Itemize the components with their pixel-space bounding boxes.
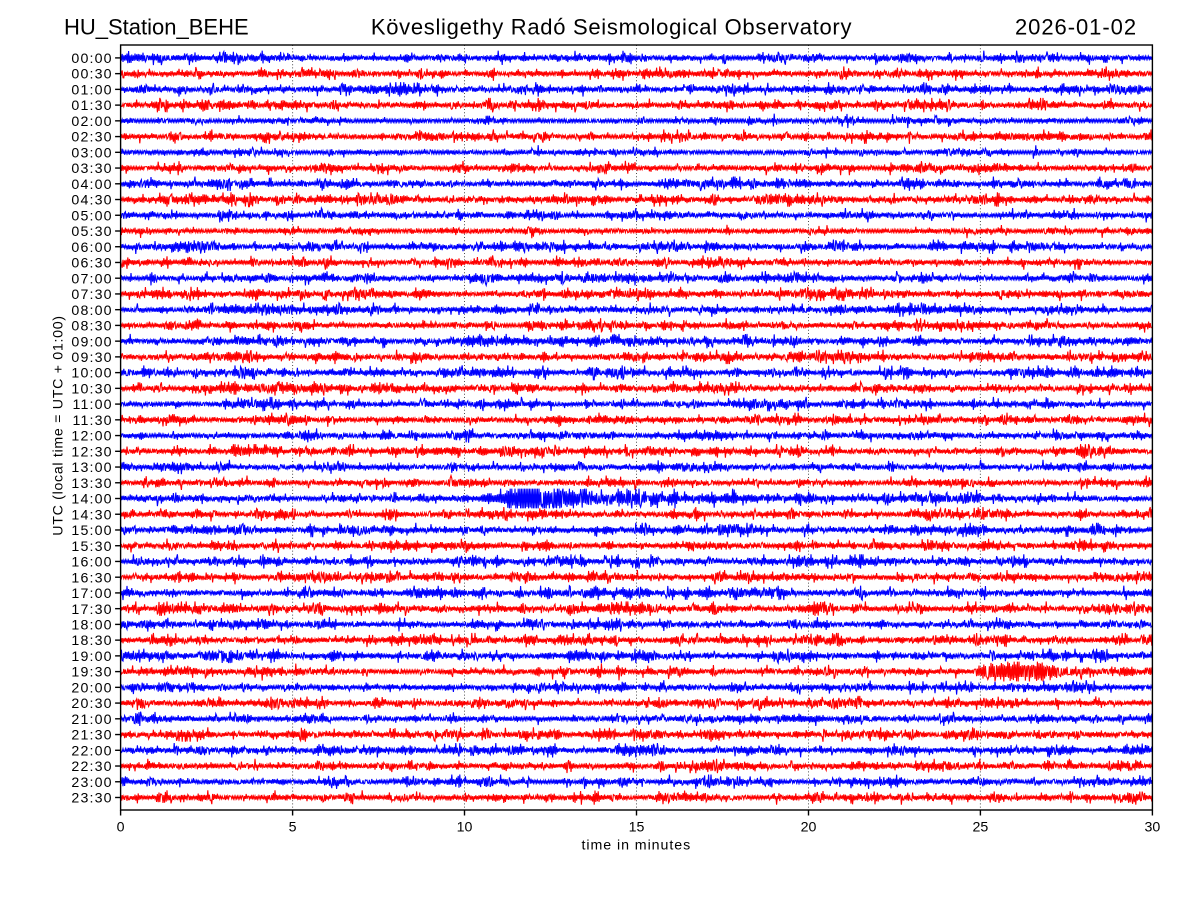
svg-text:10:30: 10:30 — [71, 381, 112, 397]
svg-text:13:30: 13:30 — [71, 476, 112, 492]
svg-text:05:30: 05:30 — [71, 224, 112, 240]
svg-text:17:30: 17:30 — [71, 602, 112, 618]
svg-text:21:30: 21:30 — [71, 728, 112, 744]
svg-text:07:00: 07:00 — [71, 271, 112, 287]
svg-text:time in minutes: time in minutes — [581, 838, 691, 854]
svg-text:19:30: 19:30 — [71, 665, 112, 681]
svg-text:00:30: 00:30 — [71, 67, 112, 83]
svg-text:04:00: 04:00 — [71, 177, 112, 193]
svg-text:09:00: 09:00 — [71, 334, 112, 350]
svg-text:05:00: 05:00 — [71, 208, 112, 224]
svg-text:11:30: 11:30 — [72, 413, 112, 429]
svg-text:15: 15 — [629, 819, 645, 835]
svg-text:UTC (local time = UTC + 01:00): UTC (local time = UTC + 01:00) — [50, 315, 66, 535]
svg-text:20:00: 20:00 — [71, 680, 112, 696]
svg-text:07:30: 07:30 — [71, 287, 112, 303]
svg-text:02:00: 02:00 — [71, 114, 112, 130]
svg-text:2026-01-02: 2026-01-02 — [1015, 14, 1137, 39]
svg-text:18:00: 18:00 — [71, 618, 112, 634]
svg-text:22:30: 22:30 — [71, 759, 112, 775]
svg-text:0: 0 — [117, 819, 125, 835]
svg-text:20:30: 20:30 — [71, 696, 112, 712]
svg-text:23:00: 23:00 — [71, 775, 112, 791]
svg-text:01:00: 01:00 — [71, 82, 112, 98]
svg-text:15:30: 15:30 — [71, 539, 112, 555]
svg-text:22:00: 22:00 — [71, 743, 112, 759]
svg-text:04:30: 04:30 — [71, 193, 112, 209]
svg-text:12:30: 12:30 — [71, 444, 112, 460]
svg-text:08:30: 08:30 — [71, 319, 112, 335]
svg-text:01:30: 01:30 — [71, 98, 112, 114]
svg-text:03:00: 03:00 — [71, 145, 112, 161]
svg-text:30: 30 — [1145, 819, 1161, 835]
svg-text:06:30: 06:30 — [71, 256, 112, 272]
svg-text:16:30: 16:30 — [71, 570, 112, 586]
svg-text:21:00: 21:00 — [71, 712, 112, 728]
svg-text:03:30: 03:30 — [71, 161, 112, 177]
svg-text:11:00: 11:00 — [72, 397, 112, 413]
svg-text:15:00: 15:00 — [71, 523, 112, 539]
svg-text:14:30: 14:30 — [71, 507, 112, 523]
svg-text:20: 20 — [801, 819, 817, 835]
svg-text:06:00: 06:00 — [71, 240, 112, 256]
svg-text:08:00: 08:00 — [71, 303, 112, 319]
svg-text:02:30: 02:30 — [71, 130, 112, 146]
svg-text:14:00: 14:00 — [71, 492, 112, 508]
svg-text:17:00: 17:00 — [71, 586, 112, 602]
svg-text:10:00: 10:00 — [71, 366, 112, 382]
svg-text:25: 25 — [973, 819, 989, 835]
svg-text:HU_Station_BEHE: HU_Station_BEHE — [64, 14, 249, 39]
svg-text:09:30: 09:30 — [71, 350, 112, 366]
svg-text:23:30: 23:30 — [71, 791, 112, 807]
svg-text:13:00: 13:00 — [71, 460, 112, 476]
svg-text:12:00: 12:00 — [71, 429, 112, 445]
svg-text:18:30: 18:30 — [71, 633, 112, 649]
svg-text:5: 5 — [289, 819, 297, 835]
svg-text:Kövesligethy Radó Seismologica: Kövesligethy Radó Seismological Observat… — [371, 14, 852, 39]
svg-text:19:00: 19:00 — [71, 649, 112, 665]
svg-text:00:00: 00:00 — [71, 51, 112, 67]
svg-text:10: 10 — [457, 819, 473, 835]
svg-text:16:00: 16:00 — [71, 555, 112, 571]
